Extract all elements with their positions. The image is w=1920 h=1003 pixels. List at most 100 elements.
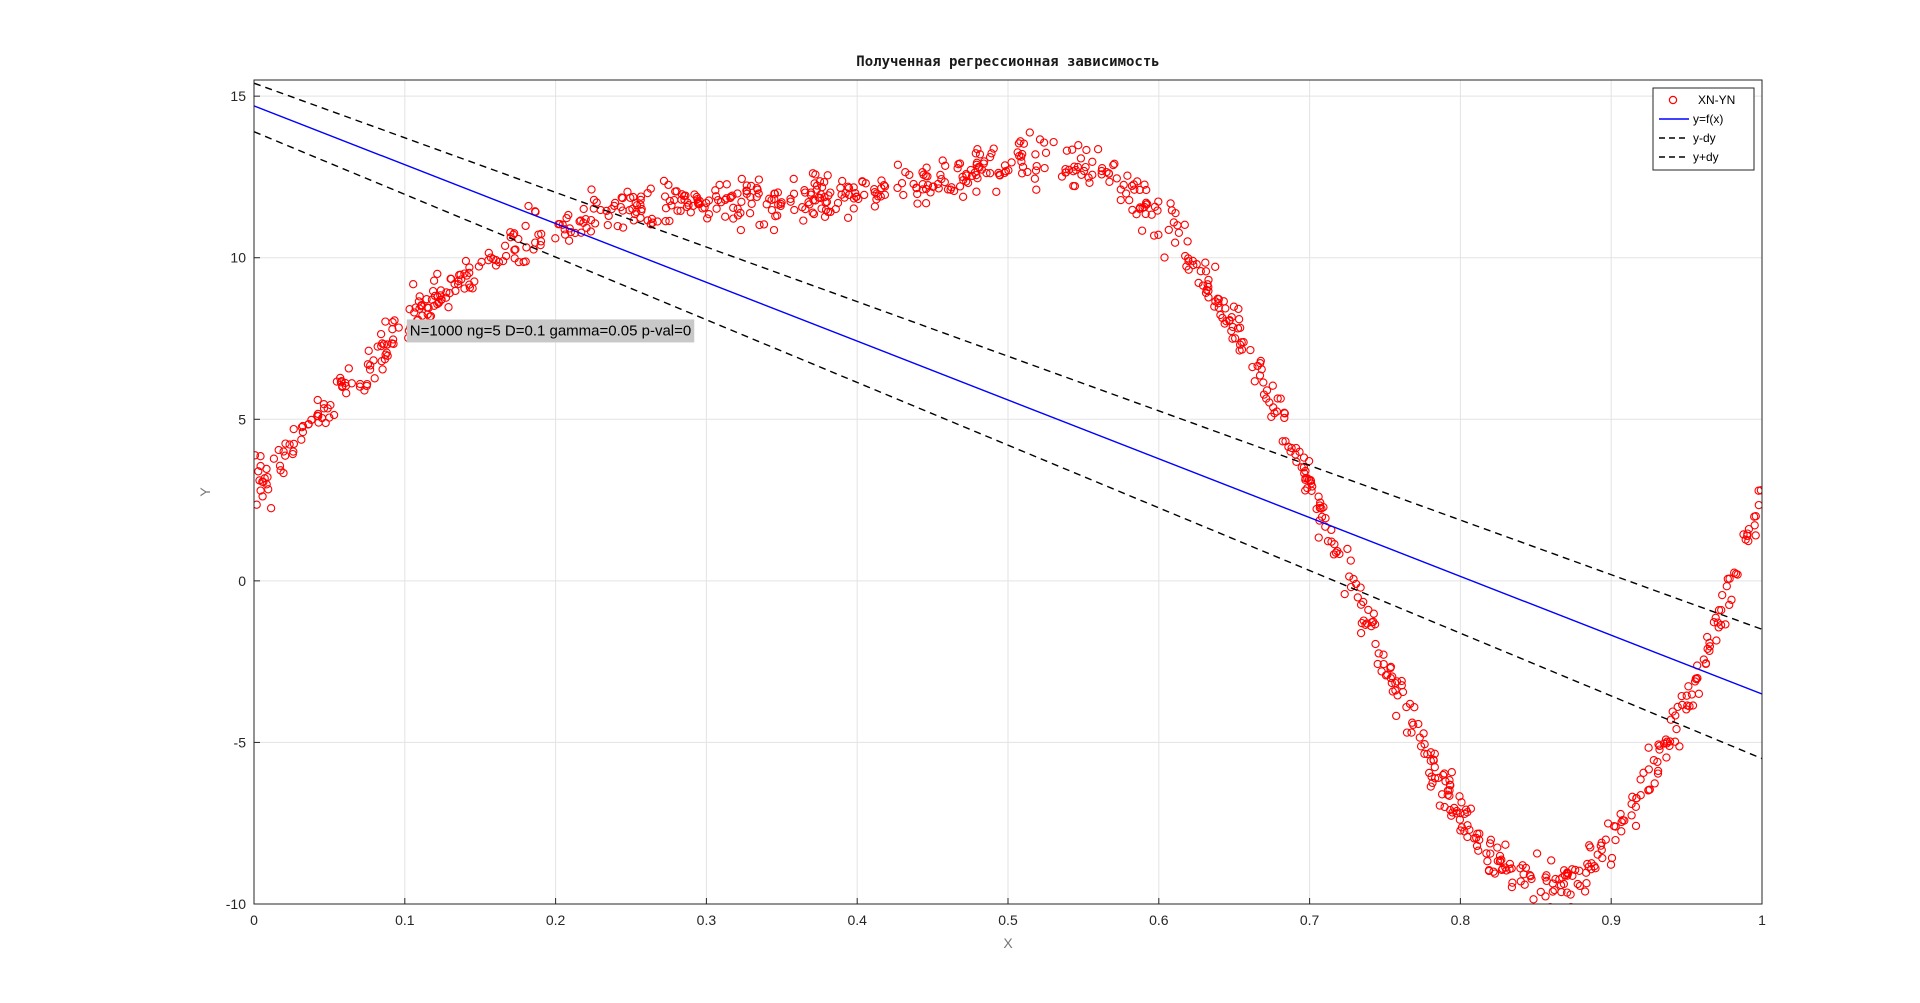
scatter-point xyxy=(434,298,443,308)
scatter-point xyxy=(975,150,985,159)
scatter-point xyxy=(958,192,968,201)
scatter-point xyxy=(1121,189,1131,198)
scatter-point xyxy=(1677,691,1686,701)
y-tick-label: -5 xyxy=(234,734,247,750)
scatter-point xyxy=(1584,862,1593,871)
scatter-point xyxy=(995,170,1004,179)
scatter-point xyxy=(623,187,632,196)
scatter-point xyxy=(269,454,279,463)
scatter-point xyxy=(893,183,902,193)
scatter-point xyxy=(1093,145,1103,154)
scatter-point xyxy=(1493,843,1502,852)
scatter-point xyxy=(410,308,419,317)
scatter-point xyxy=(1607,853,1617,863)
scatter-point xyxy=(1211,262,1220,271)
scatter-point xyxy=(370,374,379,383)
scatter-point xyxy=(1084,173,1093,182)
scatter-point xyxy=(500,241,510,250)
scatter-point xyxy=(494,257,504,267)
scatter-point xyxy=(879,181,889,190)
scatter-point xyxy=(1593,850,1602,859)
scatter-point xyxy=(1402,702,1411,712)
scatter-point xyxy=(1486,835,1496,844)
scatter-point xyxy=(564,236,574,245)
scatter-point xyxy=(821,205,831,214)
scatter-point xyxy=(872,189,881,198)
x-tick-label: 1 xyxy=(1758,912,1766,928)
scatter-point xyxy=(437,295,446,305)
scatter-point xyxy=(1452,809,1461,818)
scatter-point xyxy=(1276,394,1285,403)
scatter-point xyxy=(1110,159,1119,168)
scatter-point xyxy=(603,220,612,230)
scatter-point xyxy=(484,248,493,258)
x-tick-label: 0 xyxy=(250,912,258,928)
scatter-point xyxy=(1262,386,1272,395)
scatter-point xyxy=(388,325,397,334)
scatter-point xyxy=(1362,619,1372,628)
scatter-point xyxy=(1694,689,1704,698)
scatter-point xyxy=(1356,628,1366,638)
scatter-point xyxy=(618,223,628,232)
scatter-point xyxy=(450,279,459,289)
scatter-point xyxy=(381,317,390,326)
scatter-point xyxy=(524,201,533,211)
scatter-point xyxy=(1705,646,1714,656)
scatter-point xyxy=(877,183,886,193)
scatter-point xyxy=(1102,167,1111,177)
scatter-point xyxy=(1671,711,1680,720)
scatter-point xyxy=(646,184,655,193)
scatter-point xyxy=(1140,180,1149,189)
scatter-point xyxy=(704,196,714,205)
scatter-point xyxy=(980,157,989,166)
scatter-point xyxy=(1250,377,1259,386)
scatter-point xyxy=(1443,786,1453,795)
scatter-point xyxy=(1426,782,1435,791)
scatter-point xyxy=(1278,437,1287,446)
scatter-point xyxy=(679,191,689,201)
scatter-point xyxy=(812,181,822,190)
legend-label: XN-YN xyxy=(1698,93,1735,107)
scatter-point xyxy=(665,216,674,226)
scatter-point xyxy=(1474,846,1483,855)
scatter-point xyxy=(1721,620,1730,629)
scatter-point xyxy=(1267,412,1276,421)
scatter-point xyxy=(1636,791,1645,800)
scatter-point xyxy=(799,216,808,225)
scatter-point xyxy=(849,204,858,213)
scatter-point xyxy=(1571,865,1580,875)
scatter-point xyxy=(815,177,825,186)
scatter-point xyxy=(1304,475,1314,484)
scatter-point xyxy=(332,377,342,386)
scatter-point xyxy=(934,184,943,193)
scatter-point xyxy=(415,292,424,301)
scatter-point xyxy=(922,163,931,172)
scatter-point xyxy=(1025,128,1034,137)
scatter-point xyxy=(1475,835,1484,845)
plot-area: 0 0.1 0.2 0.3 0.4 0.5 0.6 0.7 0.8 0.9 1 -10 -5 0 5 10 15 xyxy=(226,79,1766,928)
scatter-point xyxy=(1673,702,1682,712)
scatter-point xyxy=(1183,237,1192,246)
scatter-point xyxy=(1527,874,1536,884)
scatter-point xyxy=(1306,476,1316,486)
scatter-point xyxy=(870,188,879,197)
scatter-point xyxy=(1670,737,1680,746)
scatter-point xyxy=(1301,486,1310,495)
scatter-point xyxy=(1346,556,1355,565)
scatter-point xyxy=(1228,322,1237,332)
scatter-point xyxy=(1408,718,1417,727)
scatter-point xyxy=(637,206,646,216)
scatter-point xyxy=(1149,231,1159,240)
scatter-point xyxy=(1370,620,1380,629)
scatter-point xyxy=(1229,302,1239,311)
scatter-point xyxy=(1327,537,1336,546)
scatter-point xyxy=(1596,841,1605,850)
scatter-point xyxy=(840,193,849,202)
scatter-point xyxy=(941,161,950,170)
scatter-point xyxy=(1319,503,1328,512)
x-tick-label: 0.9 xyxy=(1601,912,1621,928)
x-tick-label: 0.8 xyxy=(1451,912,1471,928)
scatter-point xyxy=(985,169,995,178)
scatter-point xyxy=(1654,740,1663,749)
scatter-point xyxy=(824,191,833,200)
